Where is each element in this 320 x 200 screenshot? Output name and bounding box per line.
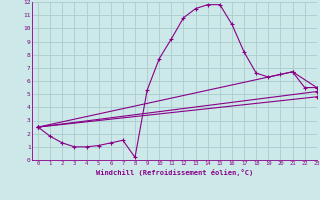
X-axis label: Windchill (Refroidissement éolien,°C): Windchill (Refroidissement éolien,°C) [96,169,253,176]
